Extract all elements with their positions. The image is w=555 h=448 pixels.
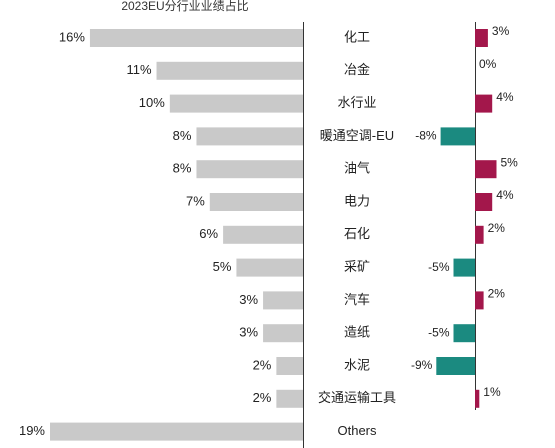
- category-label: 油气: [344, 161, 370, 176]
- share-bar: [209, 193, 303, 211]
- share-label: 19%: [19, 423, 45, 438]
- category-label: 水行业: [337, 95, 376, 110]
- share-label: 8%: [173, 161, 192, 176]
- category-label: 造纸: [344, 325, 370, 340]
- growth-bar: [475, 193, 493, 211]
- growth-bar: [475, 389, 480, 408]
- growth-bar: [475, 29, 488, 47]
- category-label: 化工: [344, 29, 370, 44]
- share-bar: [50, 422, 303, 441]
- share-label: 16%: [59, 29, 85, 44]
- growth-bar: [440, 127, 475, 146]
- category-label: 汽车: [344, 292, 370, 307]
- growth-label: 0%: [479, 57, 497, 71]
- share-bar: [236, 258, 303, 277]
- share-label: 11%: [126, 62, 151, 77]
- category-label: 采矿: [344, 259, 370, 274]
- share-bar: [263, 324, 303, 343]
- growth-label: -5%: [428, 325, 450, 339]
- share-label: 3%: [239, 292, 258, 307]
- growth-label: -9%: [411, 358, 433, 372]
- share-bar: [196, 127, 303, 146]
- growth-label: 1%: [483, 385, 501, 399]
- category-label: 交通运输工具: [318, 390, 396, 405]
- share-label: 5%: [213, 259, 232, 274]
- share-bar: [276, 389, 303, 408]
- share-bar: [156, 61, 303, 80]
- growth-label: 2%: [488, 287, 506, 301]
- growth-label: 5%: [501, 155, 519, 169]
- share-label: 6%: [199, 226, 218, 241]
- category-label: 水泥: [344, 357, 370, 372]
- category-label: 冶金: [344, 62, 370, 77]
- share-bar: [276, 357, 303, 375]
- category-label: 电力: [344, 193, 370, 208]
- growth-bar: [453, 324, 475, 343]
- growth-bar: [475, 94, 493, 113]
- growth-label: 3%: [492, 24, 510, 38]
- share-label: 2%: [253, 390, 272, 405]
- growth-bar: [436, 357, 475, 375]
- share-bar: [263, 291, 303, 310]
- share-label: 10%: [139, 95, 165, 110]
- growth-label: 4%: [496, 188, 514, 202]
- share-bar: [169, 94, 303, 113]
- growth-label: 2%: [488, 221, 506, 235]
- share-bar: [196, 160, 303, 179]
- growth-bar: [453, 258, 475, 277]
- share-bar: [89, 29, 304, 47]
- category-label: Others: [337, 423, 377, 438]
- share-label: 7%: [186, 193, 205, 208]
- growth-bar: [475, 225, 484, 244]
- growth-bar: [475, 160, 497, 179]
- share-label: 8%: [173, 128, 192, 143]
- category-label: 暖通空调-EU: [320, 128, 394, 143]
- growth-label: -5%: [428, 260, 450, 274]
- share-label: 2%: [253, 357, 272, 372]
- share-label: 3%: [239, 325, 258, 340]
- category-label: 石化: [344, 226, 370, 241]
- share-bar: [223, 225, 303, 244]
- growth-bar: [475, 291, 484, 310]
- growth-label: 4%: [496, 90, 514, 104]
- chart-title: 2023EU分行业业绩占比: [121, 0, 248, 13]
- growth-label: -8%: [415, 129, 437, 143]
